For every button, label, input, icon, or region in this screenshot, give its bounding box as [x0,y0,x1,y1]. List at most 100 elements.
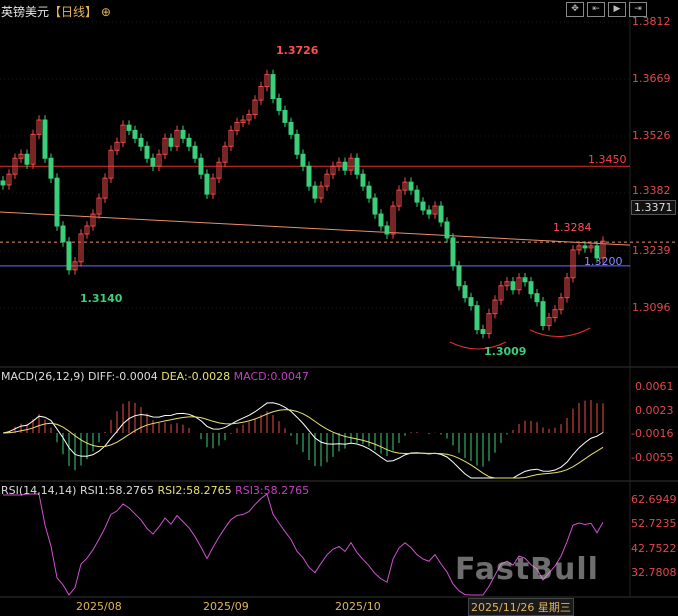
macd-tick: 0.0061 [635,380,674,393]
chart-title: 英镑美元【日线】 ⊕ [1,3,111,20]
candle-down [42,119,48,159]
rsi-legend: RSI(14,14,14) RSI1:58.2765 RSI2:58.2765 … [1,484,309,497]
candle-up [558,297,564,311]
candle-down [48,157,54,179]
candle-down [438,205,444,223]
candle-down [270,74,276,99]
candle-down [462,285,468,299]
candle-up [600,240,606,259]
candle-down [420,201,426,211]
candle-up [12,157,18,175]
price-tick: 1.3096 [632,301,671,314]
macd-value: MACD:0.0047 [233,370,309,383]
rsi-params: RSI(14,14,14) [1,484,77,497]
macd-tick: -0.0055 [631,451,674,464]
candle-down [456,265,462,287]
plus-circle-icon[interactable]: ⊕ [100,5,111,19]
candle-down [204,173,210,195]
rsi-line [3,493,604,596]
candle-up [6,173,12,186]
candle-down [474,305,480,331]
candle-up [78,233,84,263]
pattern-arc [529,327,591,338]
candle-down [150,157,156,167]
macd-tick: 0.0023 [635,404,674,417]
candle-down [0,180,6,186]
candle-down [180,129,186,139]
candle-down [300,153,306,167]
candle-down [276,97,282,111]
candle-up [216,161,222,179]
candle-up [120,124,126,143]
candle-up [96,197,102,215]
price-tick: 1.3526 [632,129,671,142]
candle-up [84,225,90,235]
rsi2-value: RSI2:58.2765 [157,484,232,497]
candle-up [552,309,558,319]
candle-down [294,133,300,155]
candle-up [492,299,498,315]
trend-line [0,211,631,246]
candle-up [30,133,36,165]
candle-down [198,157,204,175]
candle-down [594,245,600,259]
resistance-label: 1.3450 [588,153,627,166]
candle-up [114,141,120,151]
low-label: 1.3140 [80,292,123,305]
crosshair-icon[interactable]: ✥ [566,2,584,17]
macd-diff: DIFF:-0.0004 [88,370,158,383]
candle-up [390,205,396,235]
price-tick: 1.3812 [632,15,671,28]
candle-up [402,181,408,191]
candle-up [108,149,114,179]
rsi1-value: RSI1:58.2765 [79,484,154,497]
rsi-tick: 52.7235 [631,517,677,530]
candle-down [282,109,288,123]
play-forward-icon[interactable]: ▶ [608,2,626,17]
candle-down [24,153,30,165]
candle-up [162,137,168,155]
candle-down [144,145,150,159]
candle-down [126,124,132,131]
rsi-tick: 42.7522 [631,542,677,555]
candle-down [378,213,384,227]
candle-down [54,177,60,227]
candle-down [342,161,348,171]
candle-up [588,245,594,249]
candle-down [306,165,312,187]
candle-down [384,225,390,235]
candle-down [168,137,174,147]
candle-up [174,129,180,147]
candle-up [486,313,492,335]
candle-up [72,261,78,271]
candle-down [444,221,450,239]
low-label: 1.3009 [484,345,527,358]
candle-up [336,161,342,167]
candle-down [312,185,318,199]
support-label: 1.3200 [584,255,623,268]
candle-down [426,209,432,215]
candle-up [516,277,522,291]
candle-up [504,281,510,287]
timeframe-label[interactable]: 【日线】 [49,5,98,19]
watermark-logo: FastBull [455,552,599,587]
candle-down [366,185,372,199]
fit-range-icon[interactable]: ⇤ [587,2,605,17]
candle-up [258,86,264,101]
candle-down [288,121,294,135]
go-latest-icon[interactable]: ⇥ [629,2,647,17]
candle-down [186,137,192,147]
candle-up [318,185,324,199]
selected-date: 2025/11/26 星期三 [468,598,574,616]
candle-up [576,245,582,251]
candle-up [252,99,258,115]
candle-up [210,177,216,195]
macd-dea: DEA:-0.0028 [161,370,231,383]
candle-down [360,173,366,187]
candle-up [228,129,234,147]
high-label: 1.3726 [276,44,319,57]
rsi3-value: RSI3:58.2765 [235,484,310,497]
candle-up [330,165,336,175]
candle-down [138,137,144,147]
